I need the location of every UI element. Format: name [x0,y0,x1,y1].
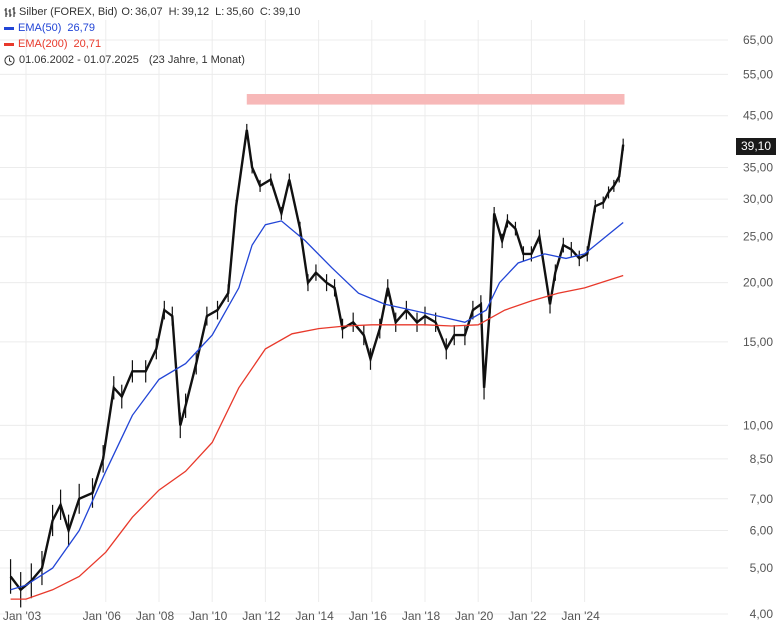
x-tick-label: Jan '20 [455,609,494,623]
y-tick-label: 45,00 [743,109,773,123]
x-tick-label: Jan '18 [402,609,441,623]
date-range: 01.06.2002 - 01.07.2025 [19,54,139,66]
resistance-band [246,94,625,105]
close-value: 39,10 [272,6,301,18]
y-tick-label: 7,00 [750,492,774,506]
open-value: 36,07 [135,6,163,18]
y-tick-label: 15,00 [743,335,773,349]
y-tick-label: 20,00 [743,276,773,290]
ema200-label: EMA(200) [18,38,68,50]
legend-ohlc-row: Silber (FOREX, Bid) O: 36,07 H: 39,12 L:… [4,4,306,20]
x-tick-label: Jan '10 [189,609,228,623]
chart-legend: Silber (FOREX, Bid) O: 36,07 H: 39,12 L:… [4,4,306,68]
y-tick-label: 65,00 [743,33,773,47]
x-tick-label: Jan '14 [295,609,334,623]
y-tick-label: 10,00 [743,418,773,432]
y-tick-label: 55,00 [743,67,773,81]
y-tick-label: 35,00 [743,160,773,174]
last-price-badge: 39,10 [736,138,777,155]
ema50-value: 26,79 [67,22,95,34]
y-tick-label: 8,50 [750,452,774,466]
ema200-line [10,274,624,600]
y-tick-label: 6,00 [750,524,774,538]
x-tick-label: Jan '06 [83,609,122,623]
y-tick-label: 25,00 [743,230,773,244]
y-tick-label: 30,00 [743,192,773,206]
ema50-swatch [4,26,14,30]
y-tick-label: 5,00 [750,561,774,575]
open-label: O: [121,6,134,18]
x-tick-label: Jan '08 [136,609,175,623]
close-label: C: [259,6,271,18]
ema200-value: 20,71 [73,38,102,50]
x-tick-label: Jan '24 [561,609,600,623]
x-tick-label: Jan '16 [349,609,388,623]
x-tick-label: Jan '03 [3,609,42,623]
ema50-label: EMA(50) [18,22,62,34]
ohlc-bars-icon [4,6,16,17]
instrument-name: Silber (FOREX, Bid) [19,6,118,18]
ema200-swatch [4,42,14,46]
duration: (23 Jahre, 1 Monat) [148,54,245,66]
high-value: 39,12 [181,6,210,18]
legend-range-row: 01.06.2002 - 01.07.2025 (23 Jahre, 1 Mon… [4,52,306,68]
clock-icon [4,54,15,66]
high-label: H: [168,6,180,18]
legend-ema50-row: EMA(50) 26,79 [4,20,306,36]
x-tick-label: Jan '22 [508,609,547,623]
low-value: 35,60 [226,6,254,18]
x-tick-label: Jan '12 [242,609,281,623]
legend-ema200-row: EMA(200) 20,71 [4,36,306,52]
y-tick-label: 4,00 [750,607,774,621]
ema50-line [10,220,624,591]
low-label: L: [215,6,225,18]
